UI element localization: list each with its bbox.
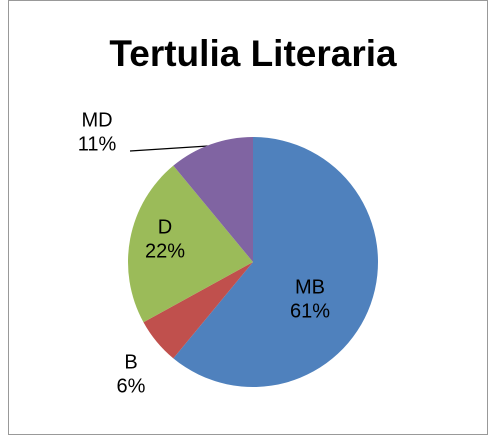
slice-label-value: 22% (145, 240, 185, 262)
pie-slice (173, 137, 253, 262)
leader-line (129, 145, 209, 152)
pie-slice (128, 165, 253, 323)
slice-label-value: 6% (117, 375, 146, 397)
slice-label-name: B (124, 351, 137, 373)
pie-slice (143, 262, 253, 359)
pie-slice (173, 137, 379, 387)
slice-label-name: MB (295, 276, 325, 298)
slice-label-value: 11% (78, 133, 117, 155)
chart-title: Tertulia Literaria (109, 33, 397, 74)
slice-label-value: 61% (290, 300, 330, 322)
slice-label-name: D (158, 216, 172, 238)
slice-label-name: MD (81, 109, 112, 131)
